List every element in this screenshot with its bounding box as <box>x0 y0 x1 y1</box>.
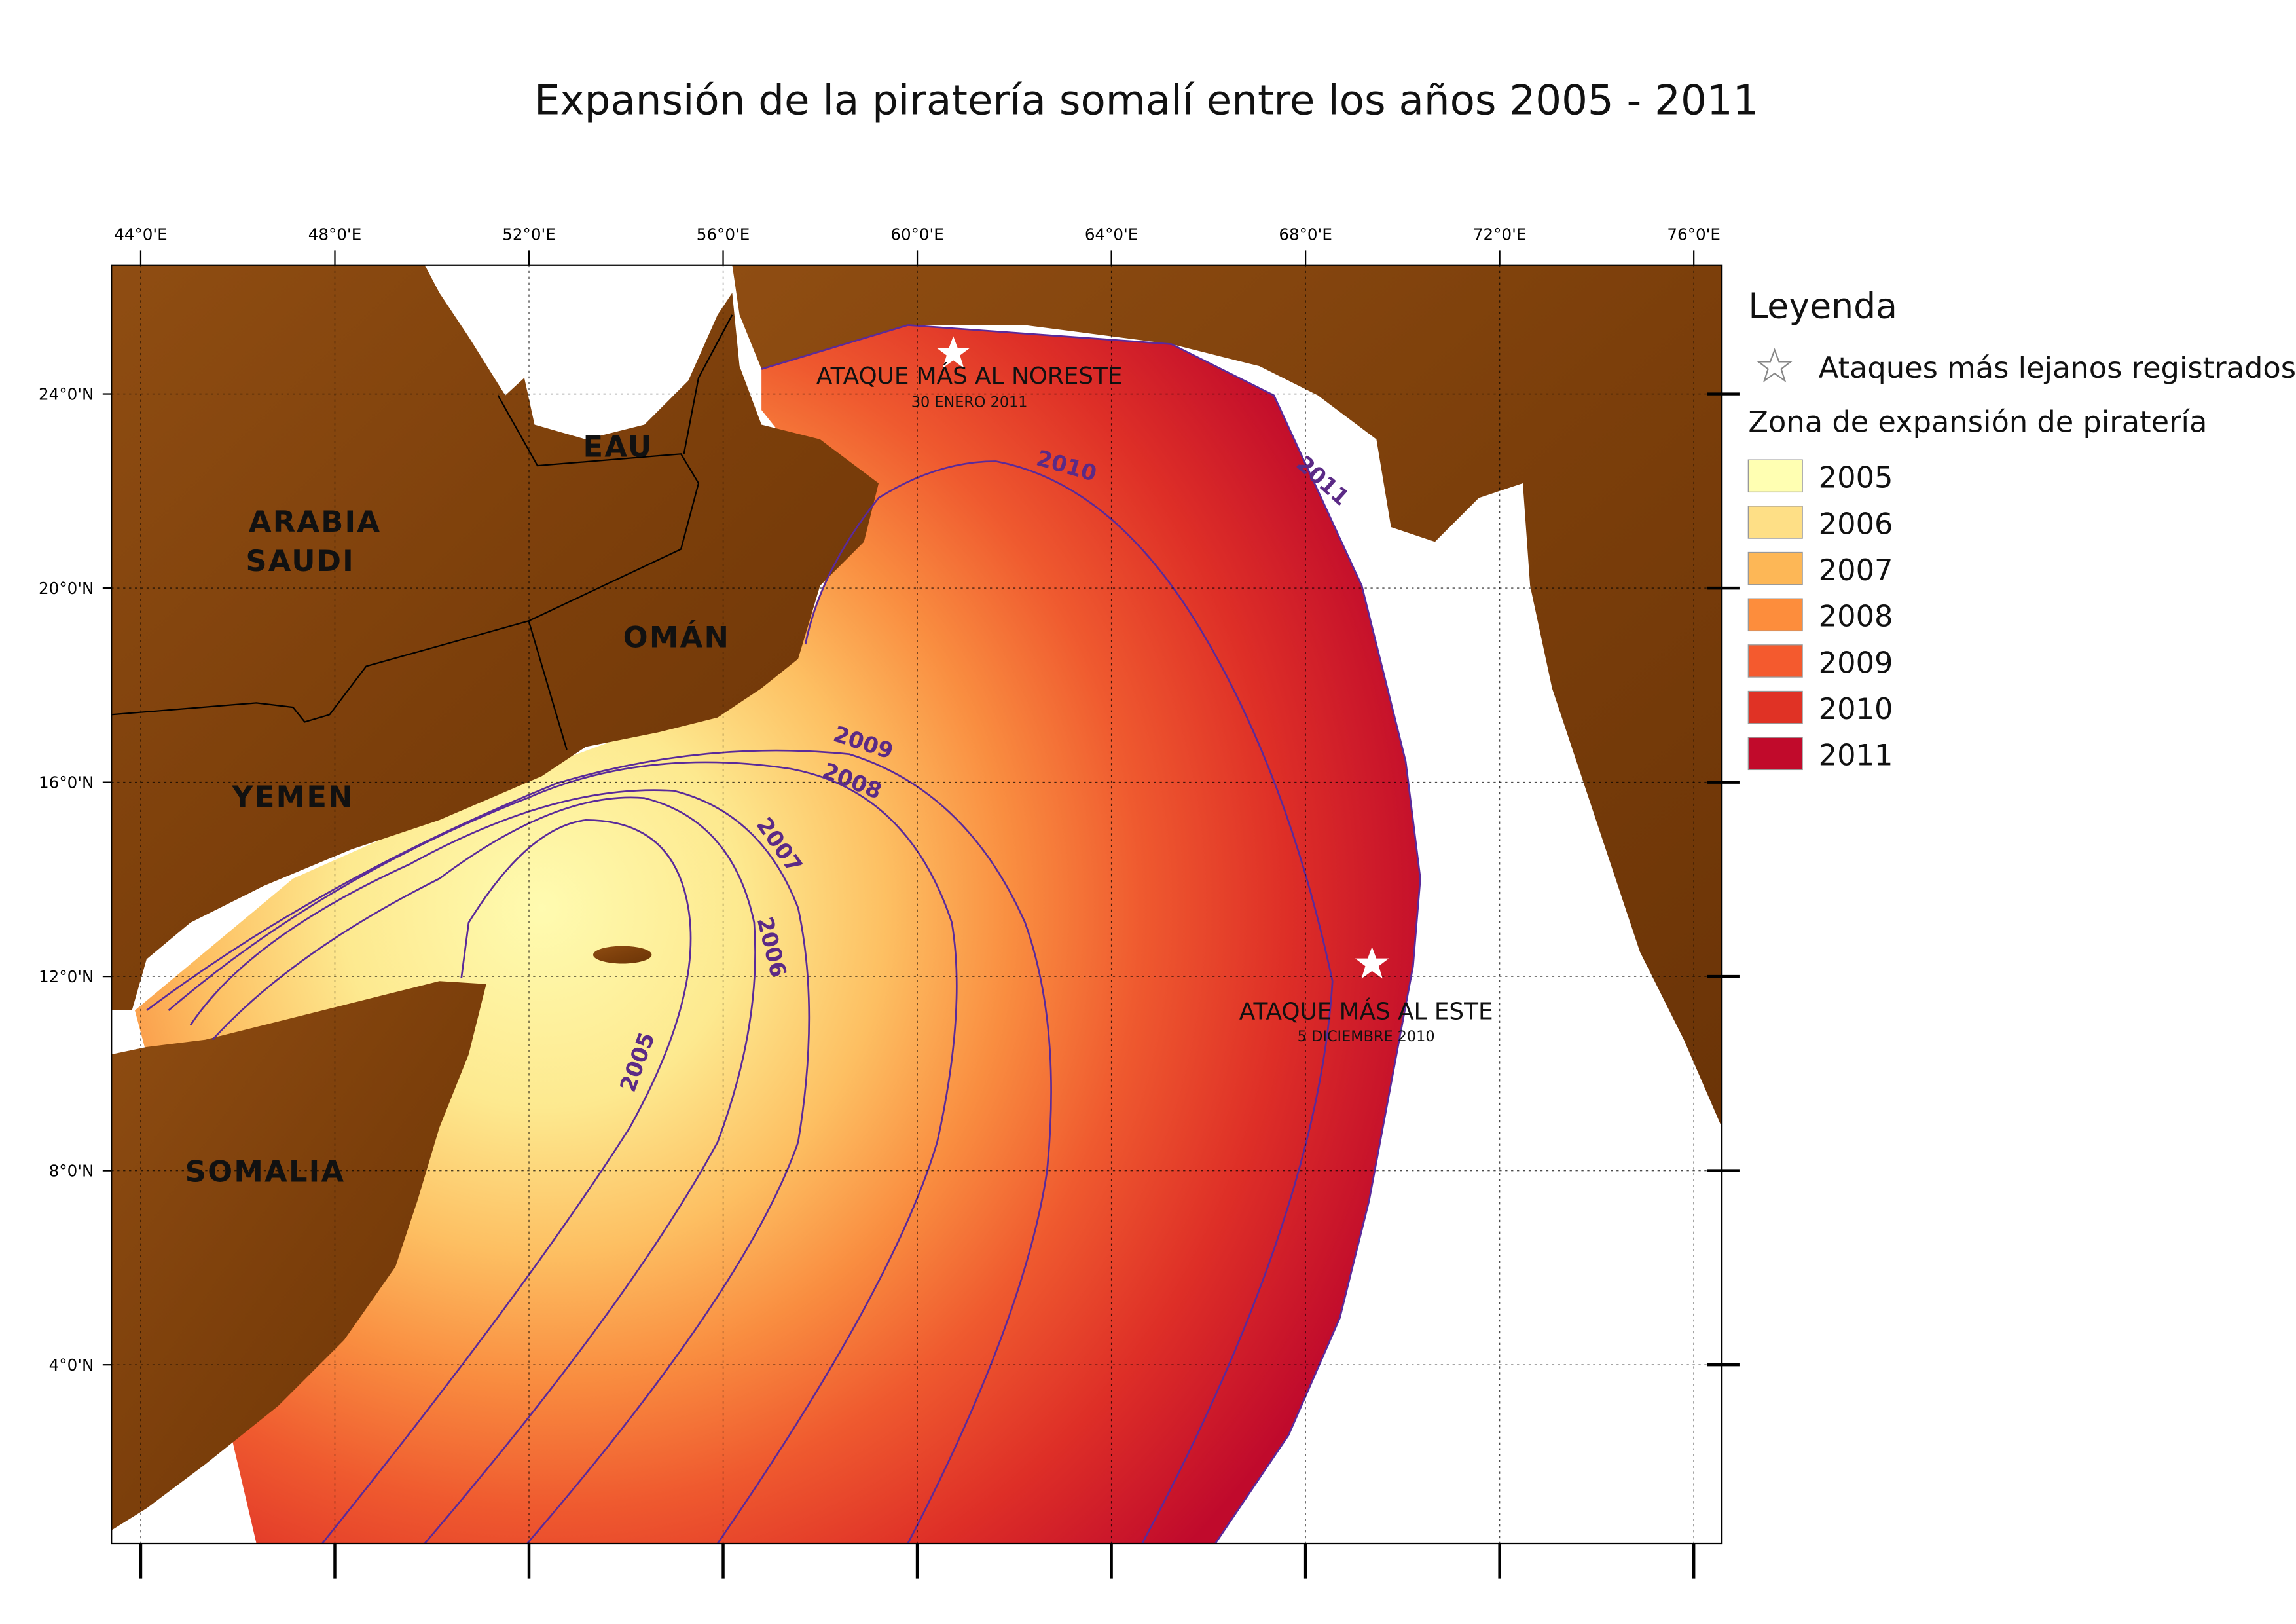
legend-swatch <box>1747 690 1803 724</box>
contour-2005 <box>321 819 692 1544</box>
lat-tick-label: 12°0'N <box>39 967 94 986</box>
country-label: ARABIA <box>249 504 381 539</box>
country-label: OMÁN <box>623 619 731 654</box>
lat-tick-label: 20°0'N <box>39 579 94 598</box>
lon-tick-label: 76°0'E <box>1667 225 1721 244</box>
border-line <box>111 395 700 723</box>
contour-2008 <box>168 761 958 1544</box>
lat-tick-label: 16°0'N <box>39 773 94 792</box>
annotation-date: 5 DICIEMBRE 2010 <box>1298 1028 1435 1045</box>
annotation-label: ATAQUE MÁS AL NORESTE <box>816 362 1123 390</box>
annotation-label: ATAQUE MÁS AL ESTE <box>1239 997 1493 1025</box>
border-line <box>683 314 733 454</box>
legend-swatch <box>1747 551 1803 585</box>
legend-swatch <box>1747 459 1803 493</box>
lon-tick-label: 48°0'E <box>308 225 362 244</box>
country-label: SAUDI <box>246 544 355 578</box>
legend-label: 2011 <box>1819 738 1893 773</box>
piracy-zone <box>135 325 1421 1544</box>
country-label: YEMEN <box>231 779 354 814</box>
land-iran-india <box>732 265 1722 1128</box>
lat-tick-label: 24°0'N <box>39 384 94 403</box>
lon-tick-label: 56°0'E <box>697 225 750 244</box>
contour-2010 <box>804 460 1334 1544</box>
legend-swatch <box>1747 598 1803 632</box>
lon-tick-label: 44°0'E <box>114 225 167 244</box>
legend-label: 2007 <box>1819 553 1893 587</box>
legend-swatch <box>1747 506 1803 539</box>
contour-2009 <box>146 749 1052 1544</box>
lon-tick-label: 72°0'E <box>1473 225 1527 244</box>
legend-subtitle: Zona de expansión de piratería <box>1748 405 2207 439</box>
lon-tick-label: 68°0'E <box>1279 225 1332 244</box>
graticule: 44°0'E 48°0'E 52°0'E 56°0'E 60°0'E 64°0'E 68°0… <box>39 225 1740 1579</box>
country-label: SOMALIA <box>185 1154 346 1189</box>
map-body: ATAQUE MÁS AL NORESTE 30 ENERO 2011 ATAQ… <box>111 265 1722 1544</box>
land-arabia <box>111 265 879 1011</box>
lon-tick-label: 60°0'E <box>890 225 944 244</box>
map-title: Expansión de la piratería somalí entre l… <box>534 76 1759 124</box>
legend-swatch <box>1747 644 1803 678</box>
legend-label: 2009 <box>1819 645 1893 680</box>
lon-tick-label: 52°0'E <box>502 225 555 244</box>
contour-2007 <box>189 789 811 1544</box>
attack-star <box>1355 946 1389 979</box>
lon-tick-label: 64°0'E <box>1085 225 1139 244</box>
legend-star <box>1756 348 1793 383</box>
annotation-date: 30 ENERO 2011 <box>911 394 1028 411</box>
lat-tick-label: 8°0'N <box>49 1162 94 1181</box>
legend: Leyenda Ataques más lejanos registrados Zo… <box>1747 285 2296 773</box>
land-somalia <box>111 981 486 1530</box>
country-label: EAU <box>583 430 653 464</box>
border-line <box>528 620 568 750</box>
lat-tick-label: 4°0'N <box>49 1356 94 1375</box>
contour-2006 <box>211 796 756 1544</box>
legend-label: 2008 <box>1819 599 1893 634</box>
attack-star <box>936 336 970 368</box>
contour-2011 <box>761 324 1421 1544</box>
legend-title: Leyenda <box>1748 285 1897 326</box>
legend-swatch <box>1747 737 1803 771</box>
land-socotra <box>592 946 652 964</box>
legend-label: 2005 <box>1819 460 1893 495</box>
legend-label: 2006 <box>1819 506 1893 541</box>
legend-label: 2010 <box>1819 692 1893 726</box>
map-frame <box>111 264 1723 1545</box>
legend-label: Ataques más lejanos registrados <box>1819 350 2296 385</box>
